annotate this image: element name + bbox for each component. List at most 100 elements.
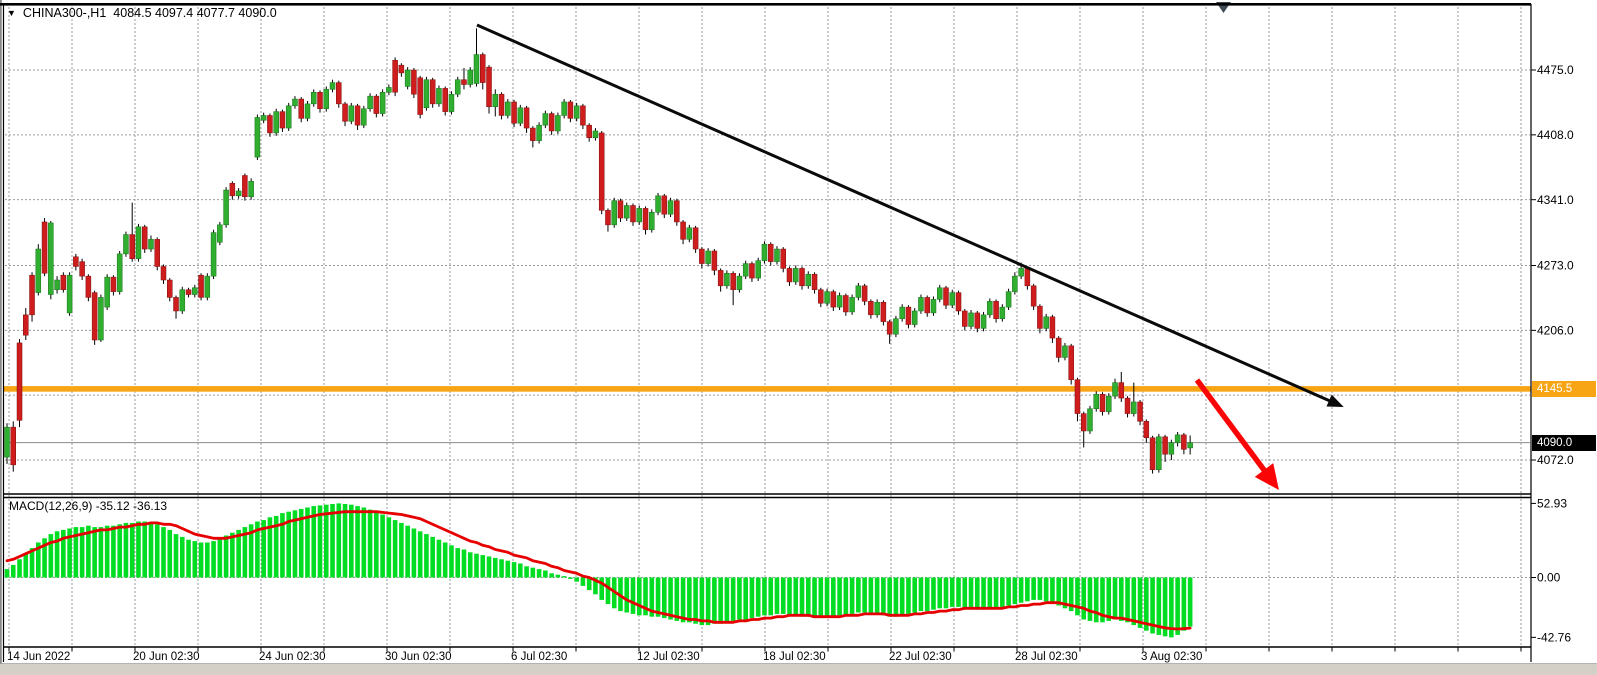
candle-body-up [611,200,617,226]
candle-body-down [373,95,380,114]
candle-body-down [617,200,624,219]
candle-body-up [968,312,974,327]
macd-histogram-bar [198,542,204,578]
candle-body-up [104,276,110,308]
macd-signal-line [5,510,1192,631]
candle-body-up [367,95,373,109]
candle-body-up [536,124,542,141]
macd-histogram-bar [1062,577,1068,609]
macd-histogram-bar [104,525,110,578]
candle-body-down [1162,436,1168,455]
candle-body-up [361,108,367,126]
macd-histogram-bar [1106,577,1112,621]
macd-histogram-bar [486,556,492,578]
symbol-title: ▼ CHINA300-,H1 4084.5 4097.4 4077.7 4090… [7,6,277,20]
candle-body-up [123,234,129,255]
candle-body-down [29,274,35,316]
resistance-level-line[interactable] [4,386,1531,392]
level-price-badge: 4145.5 [1532,381,1596,397]
macd-histogram-bar [943,577,949,609]
macd-histogram-bar [236,529,241,578]
macd-histogram-bar [349,504,354,578]
macd-histogram-bar [474,553,479,578]
macd-histogram-bar [248,524,254,578]
macd-histogram-bar [430,536,435,578]
chart-top-border [0,3,1531,6]
candle-body-down [605,210,611,226]
candle-body-down [398,64,405,74]
macd-histogram-bar [455,548,461,578]
candle-body-down [717,270,724,287]
candle-body-down [1099,393,1106,412]
candle-body-down [730,272,736,290]
macd-histogram-bar [36,542,41,578]
macd-histogram-bar [962,577,968,609]
macd-histogram-bar [1131,577,1137,626]
candle-body-down [861,285,868,302]
candle-body-up [623,205,630,219]
macd-histogram-bar [1150,577,1155,634]
macd-histogram-bar [367,509,373,578]
macd-histogram-bar [480,555,486,578]
macd-histogram-bar [780,577,786,614]
macd-histogram-bar [762,577,767,616]
trendline-annotation[interactable] [476,23,1331,403]
candle-body-down [767,243,774,262]
macd-histogram-bar [280,513,285,578]
macd-histogram-bar [743,577,748,620]
macd-histogram-bar [799,577,805,617]
candle-body-up [636,208,643,223]
macd-histogram-bar [662,577,667,619]
candle-body-up [936,287,943,300]
candle-body-up [686,227,693,240]
candle-body-up [304,103,311,119]
candle-body-up [655,195,661,213]
candle-body-down [1068,345,1074,380]
macd-histogram-bar [1169,577,1174,638]
candle-body-up [874,302,880,316]
candle-body-up [473,54,480,84]
candle-body-down [1049,316,1056,339]
candle-body-down [85,275,92,298]
macd-histogram-bar [217,538,223,578]
candle-body-up [555,115,561,132]
candle-body-up [1168,442,1175,455]
macd-histogram-bar [956,577,961,607]
macd-histogram-bar [292,510,298,578]
macd-histogram-bar [1075,577,1080,616]
candle-body-up [774,248,780,262]
macd-histogram-bar [1187,577,1193,627]
candle-body-up [492,93,499,108]
candle-body-down [198,274,204,298]
macd-histogram-bar [561,576,567,578]
candle-body-up [505,101,511,116]
macd-histogram-bar [86,525,91,578]
macd-histogram-bar [61,529,66,578]
macd-histogram-bar [699,577,705,626]
sell-arrow-annotation[interactable] [1194,378,1270,476]
candle-body-down [868,301,874,316]
candle-body-down [1030,285,1037,307]
candle-body-up [404,69,411,87]
macd-histogram-bar [1112,577,1118,620]
candle-body-up [1131,401,1137,414]
symbol-dropdown-icon[interactable]: ▼ [7,8,16,18]
candle-body-down [943,287,949,306]
macd-histogram-bar [693,577,698,624]
candle-body-up [899,306,905,319]
candle-body-up [260,115,267,121]
macd-histogram-bar [79,527,85,578]
candle-body-down [79,261,85,277]
candle-body-down [480,54,486,83]
candle-body-up [4,426,10,458]
candle-body-up [323,89,330,109]
macd-histogram-bar [1087,577,1093,621]
macd-histogram-bar [311,506,317,578]
candle-body-down [1074,379,1081,414]
macd-histogram-bar [586,577,592,591]
macd-histogram-bar [705,577,711,626]
macd-histogram-bar [849,577,855,614]
candle-body-down [711,250,718,271]
candle-body-up [761,243,768,261]
